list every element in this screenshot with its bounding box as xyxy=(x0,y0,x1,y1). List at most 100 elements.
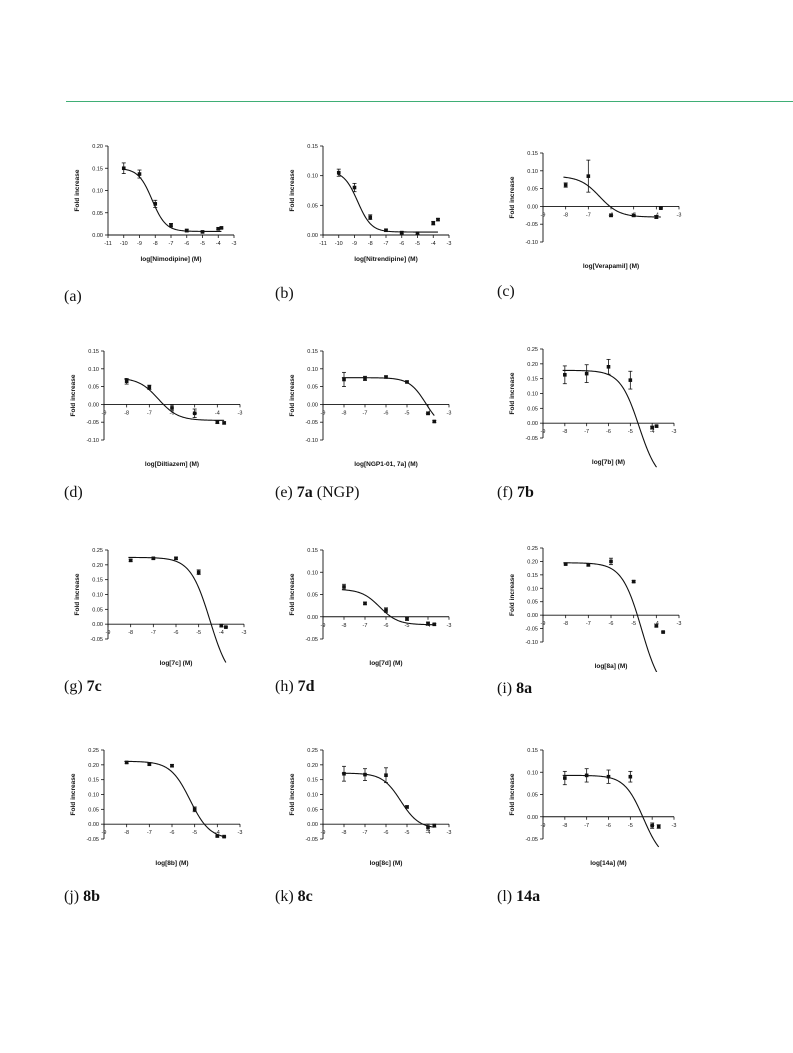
data-point xyxy=(184,228,189,233)
x-tick-label: -9 xyxy=(102,830,107,836)
x-tick-label: -9 xyxy=(321,410,326,416)
chart-panel-g: Fold increase -0.05 0.00 0.05 0.10 0.15 0.20 0.… xyxy=(70,544,250,669)
x-tick-label: -7 xyxy=(586,212,591,218)
data-point xyxy=(563,562,568,566)
y-tick-label: 0.10 xyxy=(527,392,538,398)
data-point xyxy=(631,579,636,584)
data-point xyxy=(219,623,224,628)
y-tick-label: 0.00 xyxy=(527,204,538,210)
y-axis-label: Fold increase xyxy=(289,573,296,615)
caption-e: (e) 7a (NGP) xyxy=(275,484,359,502)
data-point xyxy=(124,379,129,384)
y-tick-label: 0.20 xyxy=(527,362,538,368)
caption-compound: 7a xyxy=(292,484,313,501)
y-tick-label: 0.00 xyxy=(88,822,99,828)
x-tick-label: -8 xyxy=(563,212,568,218)
y-axis-label: Fold increase xyxy=(74,169,81,211)
y-tick-label: 0.10 xyxy=(527,169,538,175)
caption-letter: (k) xyxy=(275,888,294,905)
data-point xyxy=(426,825,430,829)
x-tick-label: -6 xyxy=(399,241,404,247)
x-tick-label: -7 xyxy=(584,823,589,829)
caption-l: (l) 14a xyxy=(497,888,540,906)
x-tick-label: -4 xyxy=(426,623,431,629)
y-tick-label: 0.10 xyxy=(527,770,538,776)
x-tick-label: -3 xyxy=(677,212,682,218)
y-tick-label: 0.05 xyxy=(307,385,318,391)
y-tick-label: 0.15 xyxy=(88,778,99,784)
data-point xyxy=(606,365,611,369)
fit-curve xyxy=(562,369,657,468)
y-tick-label: 0.00 xyxy=(527,421,538,427)
y-tick-label: 0.00 xyxy=(307,402,318,408)
x-tick-label: -4 xyxy=(426,830,431,836)
chart-svg-b: Fold increase 0.00 0.05 0.10 0.15 -11 -10 -9 -8 -… xyxy=(289,144,451,263)
data-point xyxy=(631,213,636,218)
y-tick-label: 0.25 xyxy=(527,347,538,353)
data-point xyxy=(431,221,436,225)
x-tick-label: -5 xyxy=(405,623,410,629)
x-tick-label: -8 xyxy=(124,830,129,836)
data-point xyxy=(219,226,224,230)
data-point xyxy=(363,772,367,777)
y-axis-label: Fold increase xyxy=(509,176,516,218)
y-tick-label: 0.05 xyxy=(307,593,318,599)
x-axis-label: log[Diltiazem] (M) xyxy=(145,461,199,468)
y-axis-label: Fold increase xyxy=(289,773,296,815)
data-point xyxy=(196,570,201,575)
fit-curve xyxy=(122,168,222,232)
data-point xyxy=(654,424,659,428)
x-tick-label: -4 xyxy=(215,830,220,836)
chart-panel-e: Fold increase -0.10 -0.05 0.00 0.05 0.10 0.15 -… xyxy=(285,345,455,470)
caption-letter: (b) xyxy=(275,285,294,302)
x-tick-label: -5 xyxy=(405,830,410,836)
chart-svg-g: Fold increase -0.05 0.00 0.05 0.10 0.15 0.20 0.… xyxy=(74,548,246,667)
x-tick-label: -7 xyxy=(384,241,389,247)
x-tick-label: -8 xyxy=(342,830,347,836)
x-tick-label: -5 xyxy=(192,830,197,836)
chart-panel-h: Fold increase -0.05 0.00 0.05 0.10 0.15 -9 -8 -7… xyxy=(285,544,455,669)
caption-compound: 7c xyxy=(82,678,102,695)
y-tick-label: 0.10 xyxy=(527,586,538,592)
data-point xyxy=(432,622,437,627)
y-tick-label: 0.10 xyxy=(307,570,318,576)
x-tick-label: -4 xyxy=(215,410,220,416)
x-tick-label: -3 xyxy=(238,410,243,416)
y-tick-label: 0.05 xyxy=(88,385,99,391)
caption-a: (a) xyxy=(64,288,82,306)
caption-letter: (c) xyxy=(497,283,515,300)
y-tick-label: -0.05 xyxy=(525,222,538,228)
data-point xyxy=(363,601,367,606)
x-tick-label: -7 xyxy=(169,241,174,247)
x-tick-label: -8 xyxy=(562,429,567,435)
fit-curve xyxy=(341,377,435,416)
chart-svg-i: Fold increase -0.10 -0.05 0.00 0.05 0.10 0.15 0… xyxy=(509,546,681,683)
caption-i: (i) 8a xyxy=(497,680,532,698)
y-tick-label: 0.05 xyxy=(307,807,318,813)
x-tick-label: -6 xyxy=(606,823,611,829)
data-point xyxy=(563,373,567,377)
x-axis-label: log[7c] (M) xyxy=(160,660,193,667)
y-tick-label: -0.05 xyxy=(525,436,538,442)
y-tick-label: -0.05 xyxy=(525,837,538,843)
data-point xyxy=(405,380,409,384)
x-axis-label: log[7b] (M) xyxy=(592,459,625,466)
fit-curve xyxy=(128,556,227,663)
caption-c: (c) xyxy=(497,283,515,301)
chart-svg-k: Fold increase -0.05 0.00 0.05 0.10 0.15 0.20 0.… xyxy=(289,748,451,867)
x-tick-label: -6 xyxy=(384,410,389,416)
fit-curve xyxy=(563,562,664,683)
x-tick-label: -4 xyxy=(431,241,436,247)
x-tick-label: -6 xyxy=(170,830,175,836)
chart-panel-f: Fold increase -0.05 0.00 0.05 0.10 0.15 0.20 0.… xyxy=(505,343,680,468)
y-axis-label: Fold increase xyxy=(289,374,296,416)
x-tick-label: -7 xyxy=(151,630,156,636)
y-tick-label: -0.05 xyxy=(305,637,318,643)
data-point xyxy=(661,630,665,634)
x-tick-label: -8 xyxy=(562,823,567,829)
x-axis-label: log[8a] (M) xyxy=(595,663,628,670)
y-tick-label: 0.05 xyxy=(88,807,99,813)
y-tick-label: -0.05 xyxy=(86,837,99,843)
y-tick-label: 0.05 xyxy=(92,211,103,217)
caption-compound: 14a xyxy=(512,888,541,905)
